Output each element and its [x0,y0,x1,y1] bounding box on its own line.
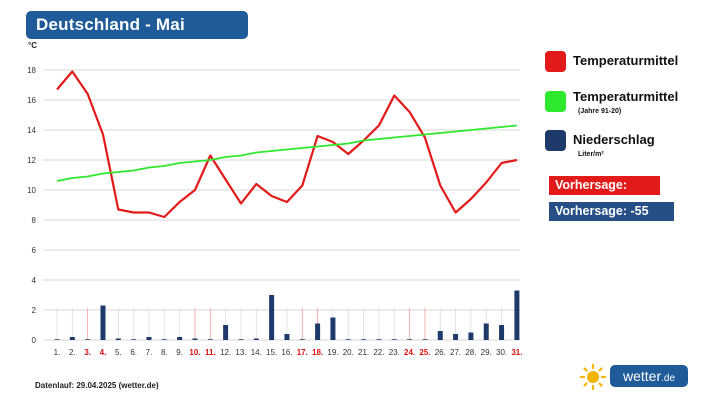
precipitation-bar [284,334,290,340]
precipitation-bar [315,323,321,340]
x-tick-label: 15. [266,348,277,357]
y-tick-label: 12 [27,156,36,165]
wetter-de-logo: wetter.de [610,365,688,387]
forecast-temperature-badge: Vorhersage: -0.9° [549,176,660,211]
precipitation-bar [468,332,474,340]
sun-logo-icon [579,364,607,390]
precipitation-bar [422,339,428,340]
legend-label-precipitation: Niederschlag [573,132,655,147]
x-tick-label: 7. [146,348,153,357]
x-tick-label: 2. [69,348,76,357]
precipitation-bar [391,339,397,340]
precipitation-bar [161,339,167,340]
chart-title: Deutschland - Mai [26,11,248,39]
y-tick-label: 2 [32,306,37,315]
x-tick-label: 18. [312,348,323,357]
x-tick-label: 4. [100,348,107,357]
x-tick-labels: 1. 2. 3. 4. 5. 6. 7. 8. 9. 10. 11. 12. 13. 14. 15. 16. 1… [54,348,523,357]
x-tick-label: 28. [465,348,476,357]
x-tick-label: 19. [327,348,338,357]
precipitation-bar [269,295,275,340]
precipitation-bar [514,290,520,340]
chart-grid [43,69,520,341]
normal-temperature-line [56,124,517,182]
legend-swatch-temperature [545,51,566,72]
x-tick-label: 12. [220,348,231,357]
x-tick-label: 8. [161,348,168,357]
temperature-lines [56,70,518,219]
x-tick-label: 21. [358,348,369,357]
x-tick-label: 31. [511,348,522,357]
y-tick-label: 14 [27,126,36,135]
logo-suffix: .de [661,373,676,384]
precipitation-bar [192,338,198,340]
x-tick-label: 3. [84,348,91,357]
precipitation-bar [376,339,382,340]
legend-label-temperature: Temperaturmittel [573,53,679,68]
precipitation-bar [238,339,244,340]
x-tick-label: 23. [389,348,400,357]
x-tick-label: 16. [281,348,292,357]
y-tick-label: 10 [27,186,36,195]
legend-sub-precipitation-unit: Liter/m² [578,151,604,158]
precipitation-bar [253,338,259,340]
precipitation-bar [437,331,443,340]
precipitation-bar [453,334,459,340]
x-tick-label: 13. [235,348,246,357]
logo-text: wetter [622,368,662,384]
x-tick-label: 30. [496,348,507,357]
y-tick-label: 0 [32,336,37,345]
y-tick-label: 6 [32,246,37,255]
precipitation-bar [85,339,91,340]
y-tick-label: 18 [27,66,36,75]
x-tick-label: 14. [251,348,262,357]
x-tick-label: 1. [54,348,61,357]
legend-label-normal-temperature: Temperaturmittel [573,89,679,104]
precipitation-bar [146,337,152,340]
precipitation-bar [407,339,413,340]
x-tick-label: 29. [481,348,492,357]
y-tick-label: 8 [32,216,37,225]
x-tick-label: 6. [130,348,137,357]
x-tick-label: 9. [176,348,183,357]
precipitation-bar [131,339,137,340]
x-tick-label: 5. [115,348,122,357]
legend-swatch-normal-temperature [545,91,566,112]
forecast-precipitation-badge: Vorhersage: -55 mm [549,202,674,237]
legend-swatch-precipitation [545,130,566,151]
x-tick-label: 17. [297,348,308,357]
x-tick-label: 22. [373,348,384,357]
precipitation-bar [54,339,60,340]
x-tick-label: 25. [419,348,430,357]
x-tick-label: 20. [343,348,354,357]
x-tick-label: 24. [404,348,415,357]
precipitation-bars [54,290,520,340]
precipitation-bar [177,337,183,340]
precipitation-bar [345,339,351,340]
y-tick-label: 16 [27,96,36,105]
x-tick-label: 10. [189,348,200,357]
y-tick-label: 4 [32,276,37,285]
precipitation-bar [115,338,121,340]
data-run-footer: Datenlauf: 29.04.2025 (wetter.de) [35,381,159,390]
precipitation-bar [483,323,489,340]
y-tick-labels: 0 2 4 6 8 10 12 14 16 18 [27,66,36,345]
temperature-line [56,70,518,219]
precipitation-bar [330,317,336,340]
precipitation-bar [499,325,505,340]
x-tick-label: 11. [205,348,216,357]
precipitation-bar [69,337,75,340]
precipitation-bar [223,325,229,340]
precipitation-bar [207,339,213,340]
precipitation-bar [100,305,106,340]
precipitation-bar [299,339,305,340]
x-tick-label: 26. [435,348,446,357]
y-unit-label: °C [28,41,37,50]
legend-sub-normal-temperature: (Jahre 91-20) [578,108,622,115]
x-tick-label: 27. [450,348,461,357]
precipitation-bar [361,339,367,340]
